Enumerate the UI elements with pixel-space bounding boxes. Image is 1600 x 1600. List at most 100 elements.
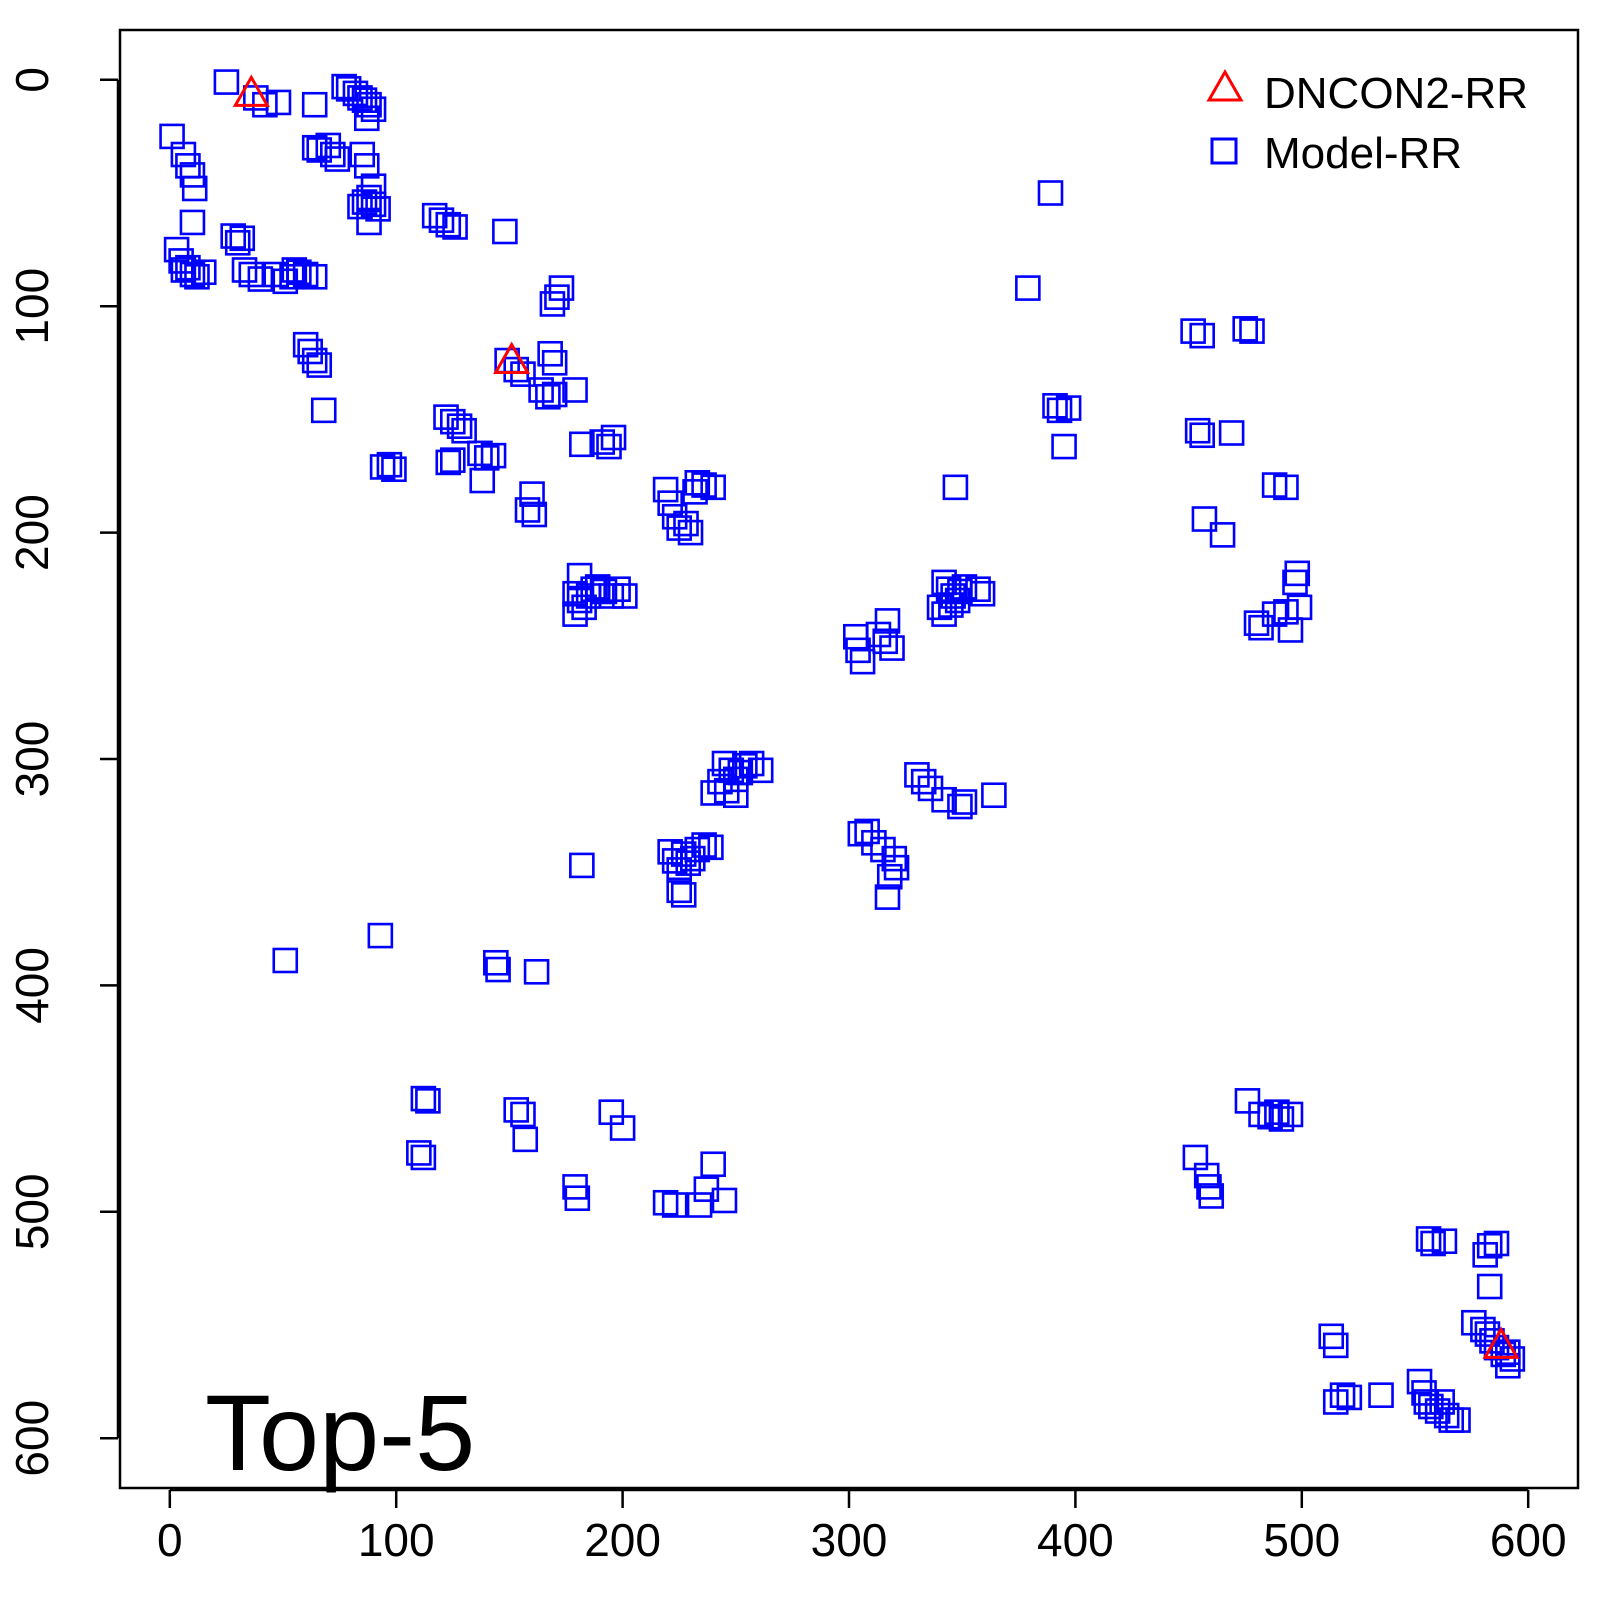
model-rr-point [1055,395,1082,421]
model-rr-point [1284,560,1311,587]
model-rr-point [698,834,724,861]
model-rr-point [231,257,258,283]
series-model-rr [159,69,1526,1433]
model-rr-point [564,1185,591,1212]
legend: DNCON2-RR Model-RR [1206,68,1528,178]
model-rr-point [306,352,333,378]
model-rr-point [686,1192,713,1218]
model-rr-point [451,417,477,444]
y-tick-label: 300 [6,721,58,798]
model-rr-point [562,377,588,403]
model-rr-point [711,1187,738,1214]
model-rr-point [347,193,373,220]
model-rr-point [675,850,702,876]
model-rr-point [596,433,622,460]
model-rr-point [684,836,711,863]
model-rr-point [1191,506,1218,532]
model-rr-point [292,261,319,288]
model-rr-point [1282,569,1308,596]
model-rr-point [1329,1382,1356,1408]
model-rr-point [1243,610,1270,636]
model-rr-point [428,207,455,233]
model-rr-point [605,576,631,603]
model-rr-point [492,218,518,245]
model-rr-point [609,1115,636,1141]
model-rr-point [1476,1273,1503,1300]
model-rr-point [1218,420,1245,446]
model-rr-point [661,1192,688,1218]
model-rr-point [1322,1389,1349,1415]
model-rr-point [301,347,328,374]
model-rr-point [406,1140,432,1166]
model-rr-point [247,266,274,292]
model-rr-point [224,230,251,256]
model-rr-point [938,592,964,618]
model-rr-point [440,447,466,473]
legend-triangle-marker [1206,68,1244,102]
model-rr-point [1322,1332,1349,1359]
model-rr-point [562,601,588,627]
model-rr-point [367,922,394,949]
model-rr-point [320,141,346,168]
y-tick-label: 200 [6,494,58,571]
dncon2-rr-point [493,341,531,375]
y-tick-label: 0 [6,67,58,93]
model-rr-point [872,628,899,655]
model-rr-point [861,829,887,856]
model-rr-point [351,189,378,215]
model-rr-point [213,69,240,95]
model-rr-point [684,469,711,496]
model-rr-point [1196,1174,1222,1200]
model-rr-point [469,467,496,494]
model-rr-point [738,750,765,777]
model-rr-point [1180,318,1206,344]
model-rr-point [229,225,256,252]
model-rr-point [1189,422,1215,449]
model-rr-point [1424,1398,1451,1424]
model-rr-point [179,209,206,236]
model-rr-point [544,284,570,310]
model-rr-point [521,501,548,528]
model-rr-point [1232,316,1258,342]
model-rr-point [670,882,697,908]
model-rr-point [600,424,627,451]
model-rr-point [700,1151,726,1178]
model-rr-point [569,852,595,879]
model-rr-point [238,261,265,288]
model-rr-point [467,440,493,467]
model-rr-point [510,1101,536,1128]
model-rr-point [503,1097,529,1123]
model-rr-point [435,449,462,476]
model-rr-point [179,162,206,188]
model-rr-point [879,635,905,661]
model-rr-point [691,472,717,498]
model-rr-point [297,338,323,365]
model-rr-point [1431,1228,1458,1255]
model-rr-point [356,209,382,236]
model-rr-point [286,259,312,286]
model-rr-point [535,383,561,410]
model-rr-point [442,214,468,240]
model-rr-point [1483,1230,1510,1257]
model-rr-point [220,223,246,249]
model-rr-point [965,576,991,603]
model-rr-point [847,820,874,847]
x-tick-label: 200 [584,1514,661,1566]
model-rr-point [1429,1389,1455,1415]
model-rr-point [652,476,679,503]
model-rr-point [700,780,726,806]
model-rr-point [523,959,550,985]
model-rr-point [365,196,391,222]
model-rr-point [1273,599,1299,625]
model-rr-point [360,96,387,123]
model-rr-point [951,789,978,815]
model-rr-point [410,1085,437,1112]
model-rr-point [272,947,299,974]
model-rr-point [874,884,901,910]
x-tick-label: 400 [1037,1514,1114,1566]
model-rr-point [1415,1226,1442,1252]
model-rr-point [1445,1407,1471,1433]
model-rr-point [351,87,378,113]
model-rr-point [184,263,210,290]
